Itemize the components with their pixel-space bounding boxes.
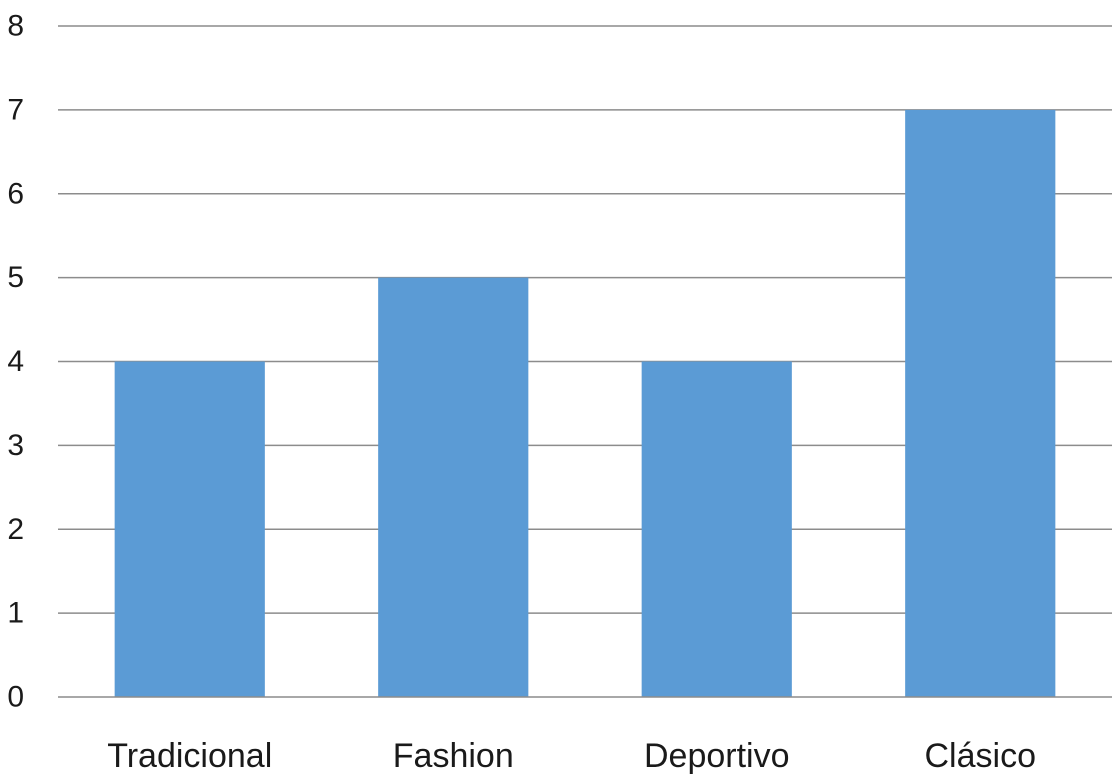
- bar-clásico: [905, 109, 1056, 697]
- y-tick-label: 5: [7, 261, 24, 294]
- bar-tradicional: [114, 361, 265, 697]
- y-tick-label: 8: [7, 10, 24, 43]
- y-tick-label: 1: [7, 597, 24, 630]
- y-tick-labels: 0 1 2 3 4 5 6 7 8: [7, 10, 24, 714]
- y-tick-label: 6: [7, 177, 24, 210]
- x-tick-label: Fashion: [393, 737, 514, 775]
- y-tick-label: 0: [7, 681, 24, 714]
- bars: [114, 109, 1056, 697]
- y-tick-label: 7: [7, 93, 24, 126]
- bar-fashion: [378, 277, 529, 697]
- x-tick-labels: Tradicional Fashion Deportivo Clásico: [107, 737, 1036, 775]
- x-tick-label: Clásico: [925, 737, 1036, 775]
- x-tick-label: Tradicional: [107, 737, 272, 775]
- y-tick-label: 2: [7, 513, 24, 546]
- x-tick-label: Deportivo: [644, 737, 790, 775]
- y-tick-label: 4: [7, 345, 24, 378]
- y-tick-label: 3: [7, 429, 24, 462]
- bar-deportivo: [641, 361, 792, 697]
